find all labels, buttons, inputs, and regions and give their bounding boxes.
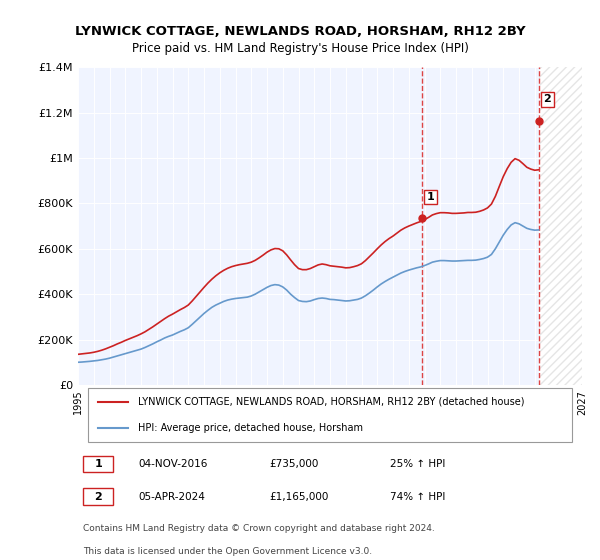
FancyBboxPatch shape [88, 388, 572, 441]
Text: This data is licensed under the Open Government Licence v3.0.: This data is licensed under the Open Gov… [83, 547, 372, 556]
Text: Price paid vs. HM Land Registry's House Price Index (HPI): Price paid vs. HM Land Registry's House … [131, 42, 469, 55]
Text: 74% ↑ HPI: 74% ↑ HPI [391, 492, 446, 502]
Text: HPI: Average price, detached house, Horsham: HPI: Average price, detached house, Hors… [139, 423, 364, 433]
Text: LYNWICK COTTAGE, NEWLANDS ROAD, HORSHAM, RH12 2BY: LYNWICK COTTAGE, NEWLANDS ROAD, HORSHAM,… [74, 25, 526, 38]
Text: 2: 2 [94, 492, 102, 502]
Text: £735,000: £735,000 [269, 459, 319, 469]
Bar [539, 67, 582, 385]
Text: 05-APR-2024: 05-APR-2024 [139, 492, 205, 502]
FancyBboxPatch shape [83, 456, 113, 472]
Text: £1,165,000: £1,165,000 [269, 492, 329, 502]
Text: 04-NOV-2016: 04-NOV-2016 [139, 459, 208, 469]
Text: Contains HM Land Registry data © Crown copyright and database right 2024.: Contains HM Land Registry data © Crown c… [83, 525, 435, 534]
Text: 1: 1 [94, 459, 102, 469]
Text: 25% ↑ HPI: 25% ↑ HPI [391, 459, 446, 469]
Text: LYNWICK COTTAGE, NEWLANDS ROAD, HORSHAM, RH12 2BY (detached house): LYNWICK COTTAGE, NEWLANDS ROAD, HORSHAM,… [139, 396, 525, 407]
Bar [539, 67, 582, 385]
Text: 1: 1 [427, 192, 434, 202]
FancyBboxPatch shape [83, 488, 113, 505]
Text: 2: 2 [544, 95, 551, 104]
